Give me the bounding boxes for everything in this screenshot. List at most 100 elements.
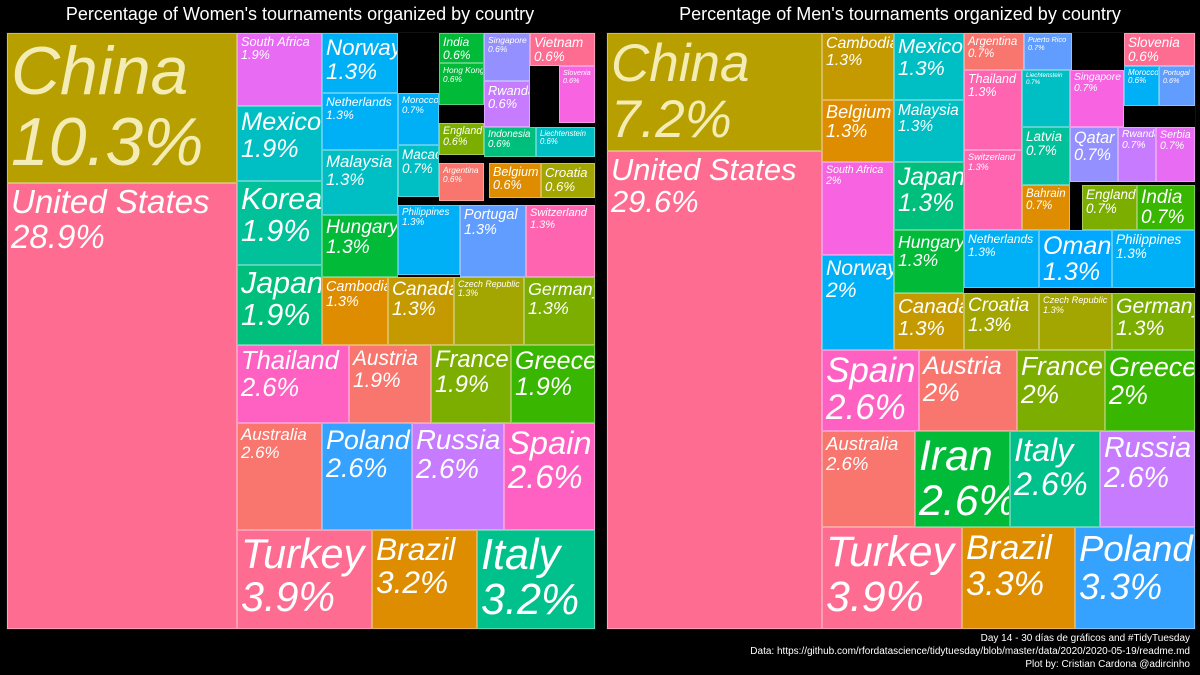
tile-country-label: Cambodia xyxy=(826,35,894,52)
women-tile-argentina: Argentina 0.6% xyxy=(439,163,484,201)
footer-credit-line: Day 14 - 30 días de gráficos and #TidyTu… xyxy=(980,633,1190,644)
tile-percent-label: 1.3% xyxy=(826,120,868,141)
tile-percent-label: 3.9% xyxy=(241,574,336,621)
tile-percent-label: 1.3% xyxy=(1116,246,1147,262)
tile-percent-label: 1.3% xyxy=(326,107,354,122)
tile-country-label: India xyxy=(443,35,470,49)
tile-percent-label: 1.3% xyxy=(968,161,989,172)
women-tile-brazil: Brazil 3.2% xyxy=(372,530,477,629)
tile-country-label: Russia xyxy=(1104,432,1192,464)
tile-country-label: Singapore xyxy=(488,35,527,45)
women-tile-indonesia: Indonesia 0.6% xyxy=(484,127,536,157)
women-tile-singapore: Singapore 0.6% xyxy=(484,33,530,81)
tile-percent-label: 1.3% xyxy=(898,250,939,271)
tile-percent-label: 0.6% xyxy=(443,136,468,149)
tile-percent-label: 1.3% xyxy=(968,314,1012,336)
tile-country-label: Philippines xyxy=(402,207,450,218)
men-tile-russia: Russia 2.6% xyxy=(1100,431,1195,527)
tile-country-label: Rwanda xyxy=(488,83,529,98)
men-tile-france: France 2% xyxy=(1017,350,1105,431)
tile-country-label: Hong Kong xyxy=(443,65,484,75)
women-tile-morocco: Morocco 0.7% xyxy=(398,93,439,145)
men-tile-serbia: Serbia 0.7% xyxy=(1156,127,1195,182)
tile-country-label: Russia xyxy=(416,424,501,455)
men-tile-liechtenstein: Liechtenstein 0.7% xyxy=(1022,70,1070,127)
men-chart-title: Percentage of Men's tournaments organize… xyxy=(679,4,1121,24)
tile-country-label: Spain xyxy=(826,351,916,390)
tile-country-label: Turkey xyxy=(826,528,954,576)
tile-country-label: Liechtenstein xyxy=(540,129,586,138)
tile-country-label: France xyxy=(435,347,509,373)
men-tile-oman: Oman 1.3% xyxy=(1039,230,1112,288)
men-tile-portugal: Portugal 0.6% xyxy=(1159,66,1195,106)
tile-percent-label: 0.6% xyxy=(443,47,471,62)
women-tile-rwanda: Rwanda0.6% xyxy=(484,81,530,127)
tile-percent-label: 2.6% xyxy=(1014,465,1088,502)
tile-country-label: Puerto Rico xyxy=(1028,35,1067,44)
tile-percent-label: 0.7% xyxy=(1074,146,1111,164)
women-tile-macao: Macao 0.7% xyxy=(398,145,439,197)
tile-country-label: Brazil xyxy=(376,531,456,567)
tile-country-label: Norway xyxy=(326,35,398,60)
tile-country-label: Macao xyxy=(402,147,439,162)
tile-country-label: Mexico xyxy=(898,35,963,58)
tile-percent-label: 2.6% xyxy=(241,373,300,402)
women-tile-spain: Spain 2.6% xyxy=(504,423,595,530)
tile-percent-label: 0.6% xyxy=(443,173,462,184)
tile-percent-label: 2% xyxy=(1021,378,1060,409)
men-tile-qatar: Qatar 0.7% xyxy=(1070,127,1118,182)
tile-country-label: China xyxy=(11,34,189,109)
women-tile-india: India 0.6% xyxy=(439,33,484,63)
tile-percent-label: 0.7% xyxy=(1028,42,1045,52)
men-tile-rwanda: Rwanda0.7% xyxy=(1118,127,1156,182)
tile-country-label: Czech Republic xyxy=(1043,295,1108,305)
men-tile-iran: Iran 2.6% xyxy=(915,431,1010,527)
women-tile-mexico: Mexico 1.9% xyxy=(237,106,322,181)
tile-percent-label: 0.6% xyxy=(545,178,576,194)
tile-country-label: Turkey xyxy=(241,531,365,577)
tile-country-label: Netherlands xyxy=(326,95,392,109)
tile-percent-label: 1.3% xyxy=(1043,258,1101,287)
tile-country-label: Portugal xyxy=(1163,68,1190,77)
tile-country-label: Greece xyxy=(515,347,595,375)
tile-country-label: South Africa xyxy=(826,164,884,176)
men-tile-england: England 0.7% xyxy=(1082,185,1137,230)
tile-country-label: Czech Republic xyxy=(458,279,520,289)
women-tile-greece: Greece 1.9% xyxy=(511,345,595,423)
tile-percent-label: 1.9% xyxy=(435,371,489,398)
tile-percent-label: 1.3% xyxy=(392,299,436,321)
men-tile-puerto-rico: Puerto Rico 0.7% xyxy=(1024,33,1072,70)
tile-country-label: Germany xyxy=(528,279,595,299)
tile-percent-label: 2% xyxy=(826,279,857,303)
men-tile-poland: Poland 3.3% xyxy=(1075,527,1195,629)
tile-country-label: Philippines xyxy=(1116,232,1182,247)
tile-country-label: Thailand xyxy=(968,72,1016,86)
tile-percent-label: 0.6% xyxy=(443,73,462,84)
tile-percent-label: 0.7% xyxy=(402,161,433,177)
tile-country-label: Australia xyxy=(826,433,899,454)
tile-percent-label: 2.6% xyxy=(508,458,583,496)
tile-percent-label: 0.6% xyxy=(488,43,508,54)
tile-percent-label: 0.7% xyxy=(1141,207,1185,229)
tile-country-label: Italy xyxy=(1014,432,1074,468)
tile-percent-label: 1.3% xyxy=(528,297,569,318)
tile-percent-label: 0.6% xyxy=(1163,75,1180,85)
tile-country-label: Japan xyxy=(241,266,322,300)
men-tile-turkey: Turkey 3.9% xyxy=(822,527,962,629)
tile-percent-label: 1.3% xyxy=(326,294,359,311)
tile-country-label: Slovenia xyxy=(1128,35,1180,50)
men-tile-brazil: Brazil 3.3% xyxy=(962,527,1075,629)
women-tile-england: England 0.6% xyxy=(439,123,484,155)
women-tile-australia: Australia 2.6% xyxy=(237,423,322,530)
women-tile-china: China 10.3% xyxy=(7,33,237,183)
men-tile-slovenia: Slovenia 0.6% xyxy=(1124,33,1195,66)
tile-country-label: Italy xyxy=(481,531,561,579)
tile-percent-label: 2.6% xyxy=(241,442,280,462)
women-tile-poland: Poland 2.6% xyxy=(322,423,412,530)
tile-country-label: Portugal xyxy=(464,207,518,223)
tile-country-label: Bahrain xyxy=(1026,188,1066,200)
tile-percent-label: 3.2% xyxy=(376,564,449,601)
men-tile-greece: Greece 2% xyxy=(1105,350,1195,431)
tile-percent-label: 1.3% xyxy=(326,169,365,189)
tile-country-label: Malaysia xyxy=(326,152,393,171)
